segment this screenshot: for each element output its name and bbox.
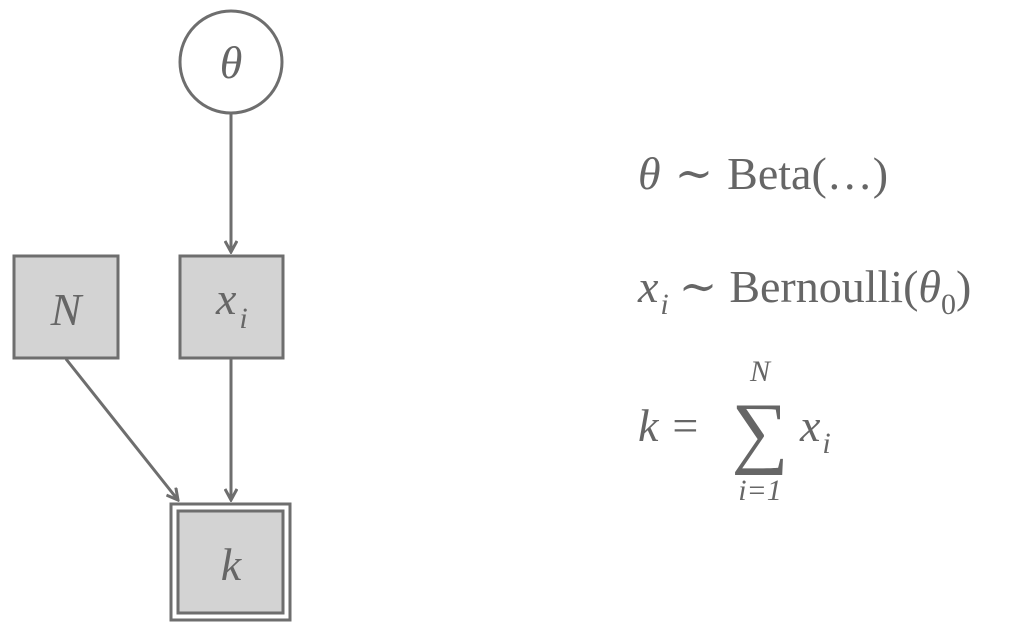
eq1-rhs: Beta(…) (727, 148, 888, 199)
eq2-op: ∼ (679, 261, 718, 312)
eq3-op: = (672, 400, 698, 451)
eq2-lhs-subscript: i (660, 288, 668, 321)
eq1-op: ∼ (675, 148, 714, 199)
eq1-lhs: θ (638, 148, 661, 199)
eq3-term-symbol: x (799, 400, 821, 451)
eq2-lhs: x (637, 261, 659, 312)
eq2-rhs-function: Bernoulli( (729, 261, 918, 312)
node-x-symbol: x (215, 273, 237, 324)
eq3-sum-lower: i=1 (738, 474, 782, 507)
equation-k-sum: k = N ∑ i=1 xi (638, 355, 831, 507)
node-n: N (12, 254, 120, 360)
node-k: k (169, 502, 292, 622)
edge-n-to-k (64, 358, 178, 500)
equations: θ ∼ Beta(…) xi ∼ Bernoulli(θ0) k = N ∑ i=1 xi (637, 148, 971, 507)
eq2-rhs-close: ) (956, 261, 971, 312)
equation-x-likelihood: xi ∼ Bernoulli(θ0) (637, 261, 971, 321)
node-k-label: k (221, 539, 243, 590)
eq3-term-subscript: i (822, 427, 830, 460)
eq3-term: xi (799, 400, 831, 460)
node-theta: θ (178, 9, 284, 115)
node-n-label: N (50, 284, 84, 335)
node-theta-label: θ (220, 37, 243, 88)
eq2-rhs-variable: θ (918, 261, 941, 312)
equation-theta-prior: θ ∼ Beta(…) (638, 148, 888, 199)
eq2-rhs-subscript: 0 (941, 288, 956, 321)
eq3-sum-symbol: ∑ (731, 388, 788, 476)
node-x-subscript: i (239, 302, 247, 335)
eq3-lhs: k = (638, 400, 698, 451)
eq3-sum-upper: N (749, 355, 772, 388)
